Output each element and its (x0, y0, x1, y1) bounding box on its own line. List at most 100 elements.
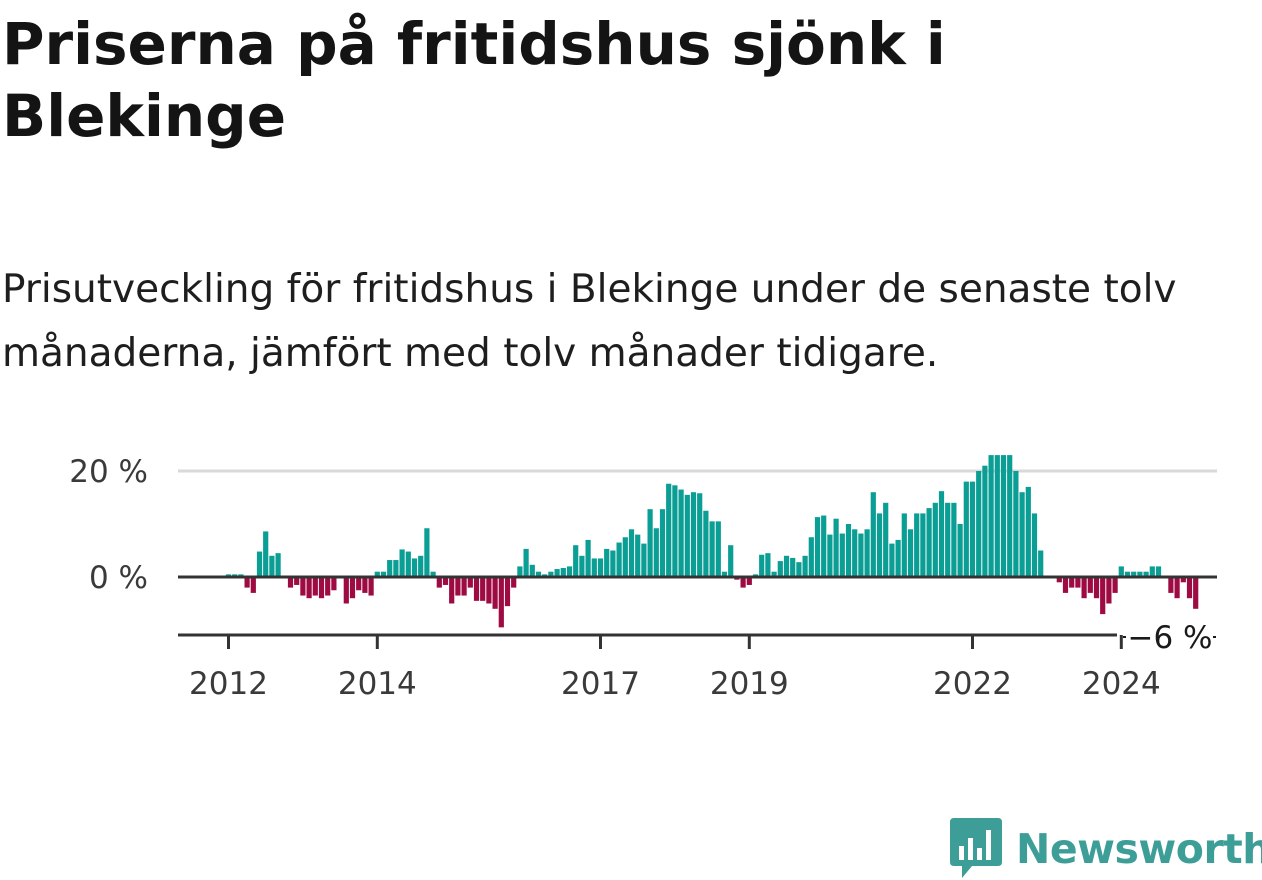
bar (895, 539, 901, 577)
bar (870, 492, 876, 577)
bar (306, 577, 312, 599)
bar (951, 502, 957, 577)
bar (914, 513, 920, 577)
newsworthy-bar-chart-icon (950, 818, 1002, 878)
bar (318, 577, 325, 599)
bar (300, 577, 306, 596)
chart-title: Priserna på fritidshus sjönk i Blekinge (2, 10, 946, 150)
bar (771, 571, 777, 577)
bar (653, 528, 659, 577)
bar (802, 555, 808, 577)
bar (523, 548, 529, 577)
bar (907, 529, 914, 577)
bar (666, 483, 672, 577)
bar (833, 518, 839, 577)
bar (635, 534, 641, 577)
bar (1031, 513, 1038, 577)
bar (765, 553, 771, 577)
bar (1118, 566, 1124, 577)
bar (244, 577, 250, 588)
bar (535, 571, 542, 577)
bar (790, 557, 796, 577)
newsworthy-logo: Newsworthy (950, 818, 1262, 880)
bar (1087, 577, 1093, 593)
bar (746, 577, 752, 585)
bar (641, 543, 647, 577)
bar (455, 577, 461, 596)
x-tick-label: 2012 (189, 666, 268, 702)
bar (920, 513, 926, 577)
bar (1093, 577, 1100, 599)
bar (1174, 577, 1180, 599)
bar (988, 455, 994, 577)
bar (678, 489, 684, 577)
bar (461, 577, 467, 596)
bar (1007, 455, 1013, 577)
bar (969, 481, 976, 577)
bar (1186, 577, 1193, 599)
bar (467, 577, 473, 588)
bar (1075, 577, 1081, 588)
bar (938, 491, 945, 577)
bar (573, 545, 579, 577)
bar (380, 571, 387, 577)
bar (1056, 577, 1062, 583)
bar (777, 561, 783, 577)
bar (263, 531, 269, 577)
bar (287, 577, 294, 588)
bar (356, 577, 362, 591)
bar (312, 577, 318, 596)
bar (1180, 577, 1186, 583)
bar (554, 569, 560, 577)
bar (374, 571, 380, 577)
bar (728, 545, 734, 577)
bar (1019, 492, 1025, 577)
bar (393, 560, 399, 577)
bar (399, 549, 405, 577)
bar (597, 558, 604, 577)
bar (560, 567, 566, 577)
axes: 0 % 20 % 2012 2014 2017 2019 2022 2024 −6 % (69, 454, 1219, 702)
bar (926, 508, 932, 577)
chart-subtitle: Prisutveckling för fritidshus i Blekinge… (2, 267, 1177, 376)
bar (269, 555, 275, 577)
bar (827, 534, 833, 577)
bar (976, 471, 982, 577)
bar (957, 524, 963, 577)
bar (1013, 471, 1019, 577)
bar (845, 524, 852, 577)
bar (1149, 566, 1155, 577)
bar (424, 528, 430, 577)
bar (647, 509, 653, 577)
bar (1069, 577, 1075, 588)
bar (387, 560, 393, 577)
bar (604, 548, 610, 577)
bar (1131, 571, 1137, 577)
bar (325, 577, 331, 596)
y-tick-label: 0 % (89, 560, 148, 596)
bar (796, 562, 802, 577)
x-tick-label: 2019 (710, 666, 789, 702)
bar (504, 577, 511, 607)
bar (585, 539, 591, 577)
bar (684, 494, 690, 577)
bar (579, 555, 585, 577)
bar (690, 492, 697, 577)
bar (449, 577, 455, 604)
bar (783, 555, 790, 577)
bar (672, 485, 678, 577)
bar (876, 513, 883, 577)
bar (808, 537, 814, 577)
bar (839, 533, 845, 577)
bar (529, 564, 535, 577)
bar (1062, 577, 1069, 593)
bar (721, 571, 728, 577)
bar (740, 577, 746, 588)
x-tick-label: 2024 (1082, 666, 1161, 702)
bar (858, 533, 864, 577)
bar (610, 550, 616, 577)
bar (697, 493, 703, 577)
bar (411, 558, 418, 577)
x-tick-label: 2014 (338, 666, 417, 702)
